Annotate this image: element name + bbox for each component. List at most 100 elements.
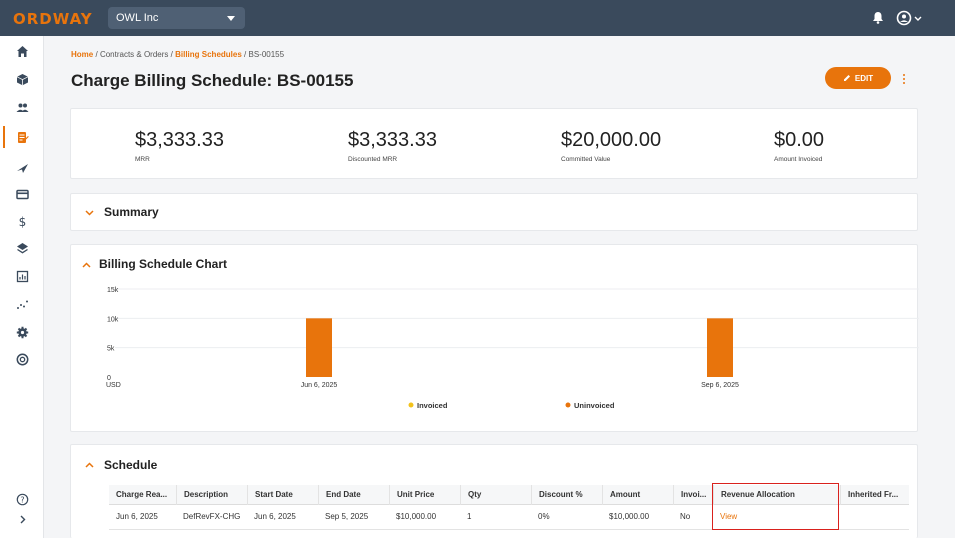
x-unit-label: USD [106,382,121,389]
x-tick-label: Sep 6, 2025 [701,382,739,389]
column-header[interactable]: Discount % [531,485,602,505]
cell-description: DefRevFX-CHG [183,512,241,521]
column-header[interactable]: Invoi... [673,485,713,505]
org-select-value: OWL Inc [116,12,159,24]
sidebar-item-support[interactable] [0,349,44,369]
sidebar-item-invoices[interactable] [0,157,44,177]
breadcrumb-separator: / [95,50,98,59]
y-tick-label: 0 [107,375,111,382]
y-tick-label: 5k [107,346,115,353]
sidebar-expand-toggle[interactable] [0,509,44,529]
metric-discounted-mrr: $3,333.33 Discounted MRR [348,129,437,163]
sidebar-item-revenue[interactable]: $ [0,211,44,231]
sidebar-item-products[interactable] [0,69,44,89]
svg-text:$: $ [18,215,26,228]
customers-icon [16,103,28,112]
chart-title: Billing Schedule Chart [99,257,228,271]
analytics-icon [16,300,28,309]
column-header[interactable]: Inherited Fr... [840,485,909,505]
y-tick-label: 10k [107,316,119,323]
cell-qty: 1 [467,512,472,521]
edit-button-label: EDIT [854,73,874,83]
metric-value: $20,000.00 [561,129,662,151]
metric-value: $3,333.33 [135,129,224,151]
cell-start-date: Jun 6, 2025 [254,512,296,521]
layers-icon [16,242,28,253]
summary-title: Summary [104,205,159,219]
billing-schedule-chart-section: Billing Schedule Chart 0 5k 10k 15k USD Jun 6… [70,244,919,432]
sidebar-item-help[interactable]: ? [0,489,44,509]
top-bar: ORDWAY OWL Inc [0,0,955,36]
metric-amount-invoiced: $0.00 Amount Invoiced [774,129,824,163]
revenue-allocation-view-link[interactable]: View [720,512,738,521]
page-title: Charge Billing Schedule: BS-00155 [71,71,354,90]
help-icon: ? [16,493,28,505]
cube-icon [16,73,28,85]
metric-label: Discounted MRR [348,156,398,163]
table-row: Jun 6, 2025 DefRevFX-CHG Jun 6, 2025 Sep… [109,506,909,530]
metric-label: MRR [135,156,150,163]
schedule-section: Schedule Charge Rea... Description Start… [70,444,918,538]
metrics-card: $3,333.33 MRR $3,333.33 Discounted MRR $… [70,108,918,179]
metric-value: $3,333.33 [348,129,437,151]
breadcrumb: Home / Contracts & Orders / Billing Sche… [71,50,284,59]
settings-icon [16,326,28,338]
sidebar-item-reports[interactable] [0,266,44,286]
bar-uninvoiced [306,318,332,377]
sidebar-active-indicator [3,126,5,148]
metric-committed-value: $20,000.00 Committed Value [561,129,661,163]
column-header[interactable]: Description [176,485,247,505]
cell-amount: $10,000.00 [609,512,650,521]
chevron-down-icon[interactable] [85,210,94,216]
sidebar-item-settings[interactable] [0,322,44,342]
column-header[interactable]: End Date [318,485,389,505]
cell-invoiced: No [680,512,691,521]
card-icon [15,189,29,199]
schedule-title: Schedule [104,458,158,472]
sidebar-item-payments[interactable] [0,184,44,204]
user-menu-icon[interactable] [896,10,926,26]
pencil-icon [843,75,850,81]
billing-schedule-icon [17,131,29,143]
chevron-up-icon[interactable] [82,262,91,268]
send-icon [16,163,28,173]
column-header[interactable]: Start Date [247,485,318,505]
column-header[interactable]: Qty [460,485,531,505]
metric-mrr: $3,333.33 MRR [135,129,224,163]
dollar-icon: $ [18,215,26,228]
sidebar-item-analytics[interactable] [0,294,44,314]
sidebar-item-plans[interactable] [0,238,44,258]
column-header[interactable]: Revenue Allocation [713,485,840,505]
legend-marker [408,402,414,408]
expand-icon [20,515,25,523]
column-header[interactable]: Amount [602,485,673,505]
ordway-logo[interactable]: ORDWAY [13,10,93,28]
breadcrumb-current: BS-00155 [248,50,285,59]
breadcrumb-separator: / [170,50,173,59]
bell-icon[interactable] [872,11,884,24]
org-select[interactable]: OWL Inc [108,7,245,29]
sidebar-item-customers[interactable] [0,97,44,117]
y-tick-label: 15k [107,287,119,294]
chevron-up-icon[interactable] [85,462,94,468]
metric-value: $0.00 [774,129,825,151]
column-header[interactable]: Charge Rea... [116,490,168,499]
cell-end-date: Sep 5, 2025 [325,512,369,521]
metric-label: Amount Invoiced [774,156,823,163]
sidebar-item-home[interactable] [0,41,44,61]
sidebar-item-billing-schedules[interactable] [0,127,44,147]
column-header[interactable]: Unit Price [389,485,460,505]
bar-uninvoiced [707,318,733,377]
summary-section[interactable]: Summary [70,193,918,231]
legend-label: Uninvoiced [574,401,615,410]
table-header: Charge Rea... Description Start Date End… [109,485,909,505]
edit-button[interactable]: EDIT [825,67,891,89]
breadcrumb-billing-schedules[interactable]: Billing Schedules [175,50,242,59]
chevron-down-icon [227,16,235,21]
breadcrumb-home[interactable]: Home [71,50,94,59]
cell-unit-price: $10,000.00 [396,512,437,521]
billing-schedule-chart: 0 5k 10k 15k USD Jun 6, 2025 Sep 6, 2025 Invoic… [106,287,919,410]
breadcrumb-contracts[interactable]: Contracts & Orders [99,50,169,59]
cell-inherited-from [840,506,909,530]
more-options-icon[interactable] [899,70,909,88]
